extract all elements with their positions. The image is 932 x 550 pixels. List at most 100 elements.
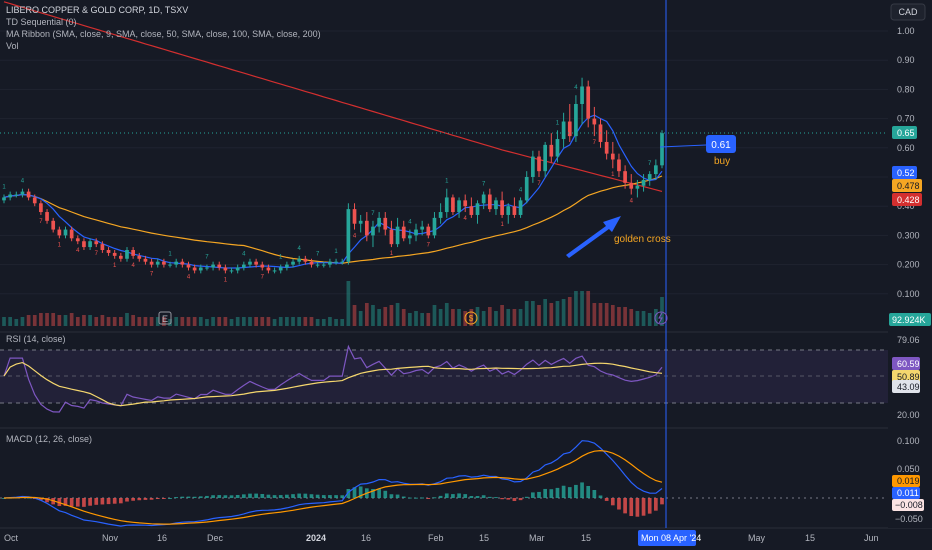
candle-body: [445, 197, 449, 212]
volume-bar: [242, 317, 246, 326]
volume-bar: [574, 291, 578, 326]
volume-bar: [586, 291, 590, 326]
volume-bar: [180, 317, 184, 326]
volume-bar: [482, 311, 486, 326]
macd-histogram-bar: [470, 496, 474, 498]
volume-bar: [21, 317, 25, 326]
volume-bar: [64, 315, 68, 326]
candle-body: [217, 265, 221, 268]
indicator-ma-ribbon[interactable]: MA Ribbon (SMA, close, 9, SMA, close, 50…: [6, 29, 321, 39]
candle-body: [82, 241, 86, 247]
candle-body: [648, 174, 652, 180]
macd-histogram-bar: [162, 498, 166, 499]
volume-bar: [593, 303, 597, 326]
macd-histogram-bar: [199, 496, 203, 498]
volume-bar: [390, 305, 394, 326]
volume-bar: [414, 311, 418, 326]
candle-body: [2, 197, 6, 200]
candle-body: [457, 200, 461, 212]
volume-bar: [94, 317, 98, 326]
macd-histogram-bar: [150, 498, 154, 500]
volume-bar: [359, 311, 363, 326]
candle-body: [21, 192, 25, 195]
macd-histogram-bar: [76, 498, 80, 507]
candle-body: [562, 122, 566, 140]
volume-bar: [525, 301, 529, 326]
candle-body: [513, 206, 517, 215]
time-axis-label: Feb: [428, 533, 444, 543]
time-axis-label: Jun: [864, 533, 879, 543]
macd-histogram-bar: [599, 495, 603, 498]
symbol-title: LIBERO COPPER & GOLD CORP, 1D, TSXV: [6, 5, 188, 15]
volume-bar: [230, 319, 234, 326]
macd-histogram-bar: [328, 495, 332, 498]
candle-body: [211, 265, 215, 268]
candle-body: [353, 209, 357, 224]
candle-body: [500, 200, 504, 215]
time-axis-label: 16: [361, 533, 371, 543]
time-axis-label: Nov: [102, 533, 119, 543]
macd-histogram-bar: [334, 495, 338, 498]
macd-histogram-bar: [70, 498, 74, 506]
macd-histogram-bar: [131, 498, 135, 501]
volume-bar: [629, 309, 633, 326]
candle-body: [180, 262, 184, 265]
volume-bar: [580, 291, 584, 326]
macd-histogram-bar: [414, 498, 418, 499]
macd-histogram-bar: [611, 498, 615, 505]
volume-bar: [543, 299, 547, 326]
macd-histogram-bar: [426, 498, 430, 499]
candle-body: [273, 270, 277, 271]
dividend-marker-text: $: [469, 314, 474, 323]
volume-bar: [14, 319, 18, 326]
volume-bar: [236, 317, 240, 326]
indicator-volume[interactable]: Vol: [6, 41, 19, 51]
candle-body: [654, 165, 658, 174]
macd-histogram-bar: [303, 494, 307, 498]
volume-bar: [199, 317, 203, 326]
volume-bar: [211, 317, 215, 326]
macd-histogram-bar: [113, 498, 117, 504]
macd-histogram-bar: [125, 498, 129, 502]
volume-bar: [420, 313, 424, 326]
candle-body: [230, 270, 234, 271]
rsi-title[interactable]: RSI (14, close): [6, 334, 66, 344]
macd-histogram-bar: [525, 497, 529, 498]
volume-bar: [70, 313, 74, 326]
rsi-tick-79: 79.06: [897, 335, 920, 345]
candle-body: [617, 159, 621, 171]
candle-body: [334, 262, 338, 263]
indicator-td[interactable]: TD Sequential (0): [6, 17, 77, 27]
candle-body: [605, 142, 609, 154]
candle-body: [76, 238, 80, 241]
volume-bar: [500, 305, 504, 326]
macd-histogram-bar: [531, 492, 535, 498]
macd-histogram-bar: [88, 498, 92, 506]
macd-histogram-bar: [316, 495, 320, 498]
macd-title[interactable]: MACD (12, 26, close): [6, 434, 92, 444]
sma50-text: 0.478: [897, 181, 920, 191]
volume-bar: [33, 315, 37, 326]
volume-bar: [217, 317, 221, 326]
macd-histogram-bar: [519, 498, 523, 500]
macd-histogram-bar: [574, 485, 578, 498]
volume-bar: [303, 317, 307, 326]
macd-histogram-bar: [174, 497, 178, 498]
volume-bar: [377, 309, 381, 326]
candle-body: [347, 209, 351, 262]
volume-bar: [113, 317, 117, 326]
macd-histogram-bar: [279, 495, 283, 498]
macd-histogram-bar: [101, 498, 105, 504]
time-axis-label: 16: [157, 533, 167, 543]
macd-tick-neg: −0.050: [895, 514, 923, 524]
candle-body: [168, 265, 172, 266]
candle-body: [8, 195, 12, 198]
candle-body: [642, 180, 646, 186]
candle-body: [39, 203, 43, 212]
candle-body: [549, 145, 553, 157]
macd-histogram-bar: [506, 498, 510, 500]
candle-body: [279, 268, 283, 271]
candle-body: [310, 262, 314, 265]
volume-bar: [193, 317, 197, 326]
